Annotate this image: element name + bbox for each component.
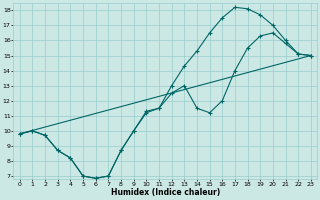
X-axis label: Humidex (Indice chaleur): Humidex (Indice chaleur) bbox=[111, 188, 220, 197]
